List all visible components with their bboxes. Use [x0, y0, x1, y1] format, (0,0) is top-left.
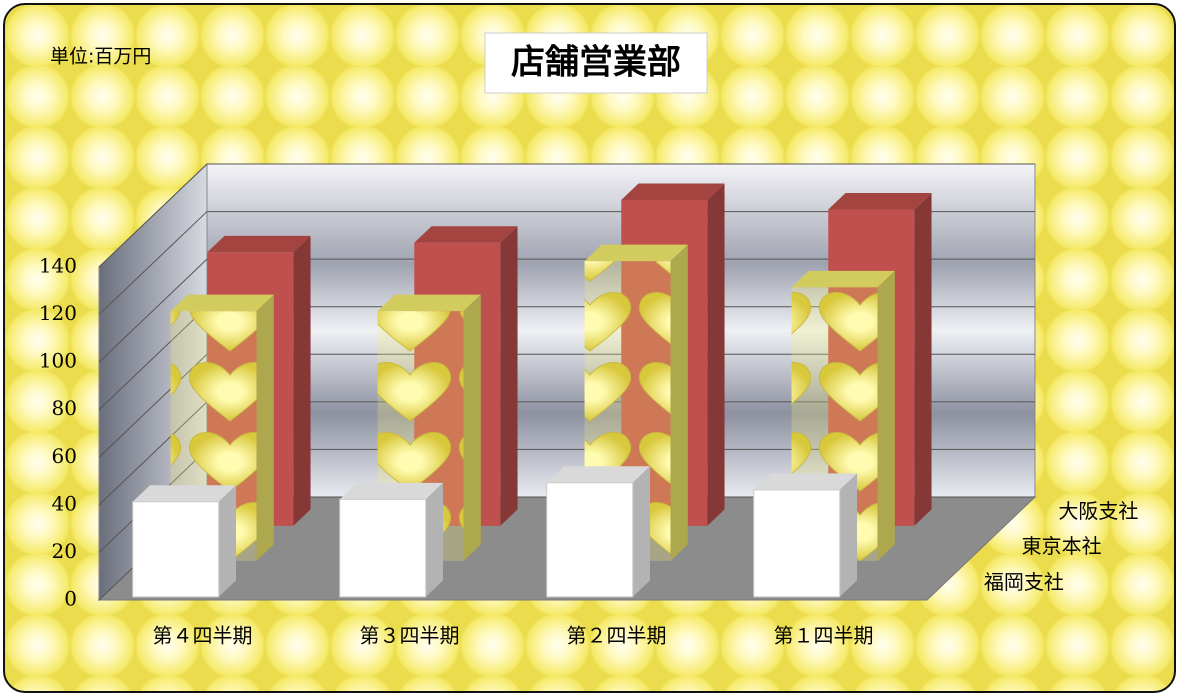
bar-side: [425, 482, 444, 597]
bar-top: [621, 183, 725, 200]
bar-front: [546, 482, 634, 598]
bar-side: [256, 294, 274, 561]
grid-line: [98, 163, 1035, 268]
x-tick-label: 第４四半期: [153, 624, 253, 648]
legend-label: 福岡支社: [984, 570, 1064, 594]
y-tick-label: 20: [52, 539, 77, 563]
bar-side: [877, 270, 895, 561]
legend-label: 大阪支社: [1058, 499, 1138, 523]
bar-top: [791, 270, 895, 288]
bar-top: [753, 473, 858, 490]
bar-top: [377, 294, 481, 312]
chart-title: 店舗営業部: [511, 43, 681, 83]
bar-side: [670, 244, 688, 561]
chart: 店舗営業部 単位:百万円 0 20 40 60 80 100 120 140 大阪支社東京本社福…: [39, 32, 1138, 648]
x-tick-label: 第２四半期: [567, 624, 667, 648]
bar-top: [170, 294, 274, 312]
bar-top: [584, 244, 688, 262]
x-tick-label: 第３四半期: [360, 624, 460, 648]
legend-label: 東京本社: [1022, 534, 1102, 558]
bar-top: [546, 466, 651, 483]
bar-side: [707, 183, 725, 526]
bar-front: [132, 501, 220, 598]
bar-top: [414, 226, 518, 243]
grid-line: [98, 258, 1035, 363]
bar: [546, 466, 651, 598]
bar: [753, 473, 858, 598]
y-tick-label: 100: [39, 349, 77, 373]
bar-side: [293, 235, 311, 526]
bar-front: [339, 498, 427, 598]
unit-label: 単位:百万円: [50, 46, 151, 68]
bar: [132, 485, 237, 598]
y-tick-label: 40: [52, 491, 77, 515]
bar-side: [914, 193, 932, 526]
y-tick-label: 140: [39, 254, 77, 278]
y-tick-label: 120: [39, 301, 77, 325]
bar-top: [828, 193, 932, 210]
y-tick-label: 0: [64, 587, 77, 611]
bar-top: [339, 482, 444, 500]
y-tick-label: 80: [52, 396, 77, 420]
bar-side: [463, 294, 481, 561]
y-tick-label: 60: [52, 444, 77, 468]
bar-front: [753, 489, 841, 598]
x-tick-label: 第１四半期: [774, 624, 874, 648]
title-box: [484, 32, 708, 94]
bar-top: [207, 235, 311, 253]
chart-frame: 店舗営業部 単位:百万円 0 20 40 60 80 100 120 140 大阪支社東京本社福…: [3, 3, 1176, 693]
bar-side: [500, 226, 518, 526]
grid-line: [98, 211, 1035, 315]
bar-side: [839, 473, 858, 597]
bar-side: [632, 466, 651, 597]
bar-side: [218, 485, 237, 597]
bar-top: [132, 485, 237, 502]
bar: [339, 482, 444, 598]
